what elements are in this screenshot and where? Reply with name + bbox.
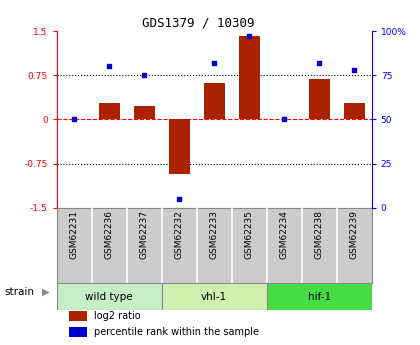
Bar: [134, 107, 155, 119]
Text: strain: strain: [4, 287, 34, 296]
Bar: [99, 103, 120, 119]
Text: GSM62238: GSM62238: [315, 210, 324, 259]
Point: [141, 72, 147, 78]
Point: [106, 63, 113, 69]
Text: GSM62237: GSM62237: [140, 210, 149, 259]
Bar: [69, 310, 87, 321]
Text: GSM62234: GSM62234: [280, 210, 289, 259]
Bar: [169, 119, 190, 174]
Text: GSM62235: GSM62235: [245, 210, 254, 259]
Text: percentile rank within the sample: percentile rank within the sample: [94, 327, 260, 337]
Text: GSM62233: GSM62233: [210, 210, 219, 259]
Text: log2 ratio: log2 ratio: [94, 311, 141, 321]
Point: [316, 60, 323, 66]
Bar: [344, 103, 365, 119]
Point: [176, 196, 183, 202]
Bar: [204, 83, 225, 119]
Point: [246, 33, 252, 39]
Point: [211, 60, 218, 66]
Bar: [267, 284, 372, 310]
Text: GSM62231: GSM62231: [70, 210, 79, 259]
Bar: [162, 284, 267, 310]
Text: GSM62236: GSM62236: [105, 210, 114, 259]
Bar: [57, 284, 162, 310]
Text: vhl-1: vhl-1: [201, 292, 227, 302]
Point: [71, 117, 78, 122]
Point: [281, 117, 288, 122]
Text: GSM62239: GSM62239: [350, 210, 359, 259]
Title: GDS1379 / 10309: GDS1379 / 10309: [142, 17, 255, 30]
Bar: [239, 36, 260, 119]
Bar: [69, 327, 87, 337]
Bar: [309, 79, 330, 119]
Point: [351, 67, 357, 73]
Text: ▶: ▶: [42, 287, 50, 296]
Text: GSM62232: GSM62232: [175, 210, 184, 259]
Text: wild type: wild type: [85, 292, 133, 302]
Text: hif-1: hif-1: [307, 292, 331, 302]
